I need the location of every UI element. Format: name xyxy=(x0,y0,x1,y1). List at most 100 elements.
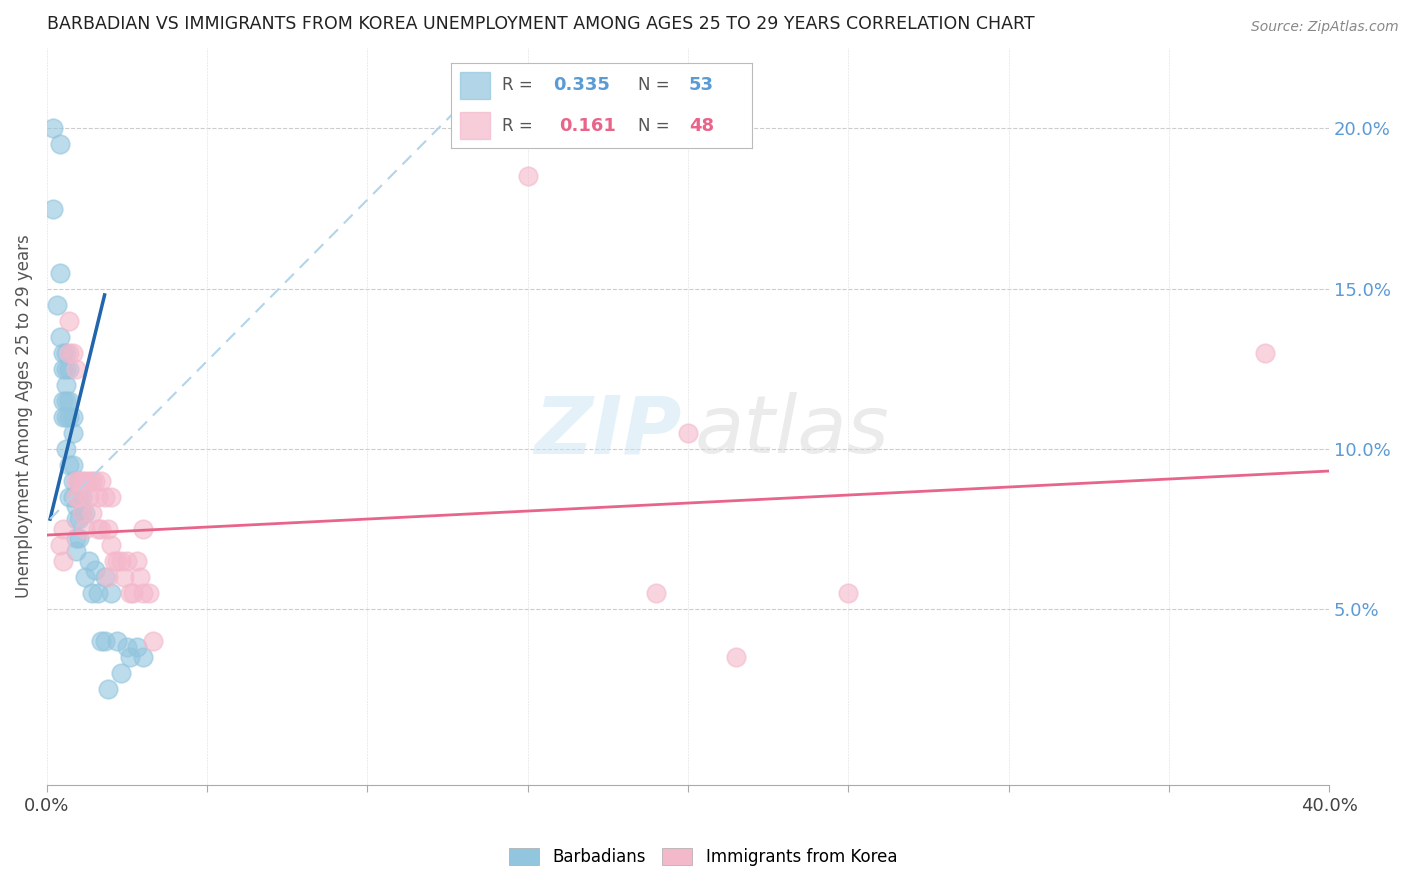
Point xyxy=(58,361,80,376)
Point xyxy=(84,474,107,488)
Point xyxy=(55,409,77,424)
Point xyxy=(132,522,155,536)
Point xyxy=(67,490,90,504)
Point xyxy=(100,585,122,599)
Point xyxy=(75,474,97,488)
Point xyxy=(65,531,87,545)
Text: BARBADIAN VS IMMIGRANTS FROM KOREA UNEMPLOYMENT AMONG AGES 25 TO 29 YEARS CORREL: BARBADIAN VS IMMIGRANTS FROM KOREA UNEMP… xyxy=(46,15,1035,33)
Point xyxy=(77,490,100,504)
Point xyxy=(80,474,103,488)
Point xyxy=(84,563,107,577)
Legend: Barbadians, Immigrants from Korea: Barbadians, Immigrants from Korea xyxy=(501,840,905,875)
Point xyxy=(110,554,132,568)
Point xyxy=(90,474,112,488)
Point xyxy=(100,490,122,504)
Point xyxy=(58,458,80,472)
Point xyxy=(120,649,142,664)
Point xyxy=(115,640,138,654)
Point xyxy=(97,569,120,583)
Point xyxy=(52,409,75,424)
Point xyxy=(42,202,65,216)
Point xyxy=(115,554,138,568)
Point xyxy=(45,297,67,311)
Text: ZIP: ZIP xyxy=(534,392,682,470)
Point xyxy=(58,490,80,504)
Point xyxy=(42,121,65,136)
Point xyxy=(132,585,155,599)
Point xyxy=(67,474,90,488)
Point xyxy=(65,490,87,504)
Point xyxy=(70,506,93,520)
Text: atlas: atlas xyxy=(695,392,889,470)
Point xyxy=(52,361,75,376)
Point xyxy=(65,544,87,558)
Point xyxy=(75,506,97,520)
Point xyxy=(62,409,84,424)
Point xyxy=(52,393,75,408)
Point xyxy=(65,474,87,488)
Point xyxy=(77,554,100,568)
Point xyxy=(70,474,93,488)
Point xyxy=(58,313,80,327)
Point xyxy=(93,490,115,504)
Point xyxy=(48,538,70,552)
Point xyxy=(87,490,110,504)
Y-axis label: Unemployment Among Ages 25 to 29 years: Unemployment Among Ages 25 to 29 years xyxy=(15,235,32,599)
Point xyxy=(676,425,699,440)
Point xyxy=(62,345,84,359)
Point xyxy=(125,554,148,568)
Point xyxy=(97,522,120,536)
Point xyxy=(142,633,165,648)
Point xyxy=(107,633,129,648)
Point xyxy=(58,393,80,408)
Point xyxy=(65,361,87,376)
Point xyxy=(132,649,155,664)
Point xyxy=(62,474,84,488)
Point xyxy=(110,665,132,680)
Point xyxy=(52,345,75,359)
Point xyxy=(55,361,77,376)
Point xyxy=(52,522,75,536)
Point xyxy=(67,512,90,526)
Point xyxy=(138,585,160,599)
Point xyxy=(58,409,80,424)
Point xyxy=(516,169,538,184)
Point xyxy=(1254,345,1277,359)
Point xyxy=(70,490,93,504)
Point xyxy=(87,585,110,599)
Point xyxy=(67,531,90,545)
Point xyxy=(100,538,122,552)
Point xyxy=(75,569,97,583)
Point xyxy=(48,137,70,152)
Point xyxy=(62,458,84,472)
Point xyxy=(70,506,93,520)
Point xyxy=(48,329,70,343)
Point xyxy=(67,474,90,488)
Point xyxy=(93,569,115,583)
Point xyxy=(90,633,112,648)
Point xyxy=(103,554,125,568)
Point xyxy=(55,393,77,408)
Point xyxy=(48,266,70,280)
Point xyxy=(62,425,84,440)
Point xyxy=(725,649,748,664)
Point xyxy=(128,569,150,583)
Point xyxy=(58,345,80,359)
Point xyxy=(65,500,87,514)
Point xyxy=(112,569,135,583)
Point xyxy=(645,585,668,599)
Point xyxy=(97,681,120,696)
Point xyxy=(62,490,84,504)
Point xyxy=(93,633,115,648)
Point xyxy=(55,442,77,456)
Point xyxy=(77,474,100,488)
Point xyxy=(65,512,87,526)
Point xyxy=(87,522,110,536)
Point xyxy=(55,345,77,359)
Point xyxy=(107,554,129,568)
Point xyxy=(75,522,97,536)
Point xyxy=(90,522,112,536)
Text: Source: ZipAtlas.com: Source: ZipAtlas.com xyxy=(1251,20,1399,34)
Point xyxy=(52,554,75,568)
Point xyxy=(837,585,859,599)
